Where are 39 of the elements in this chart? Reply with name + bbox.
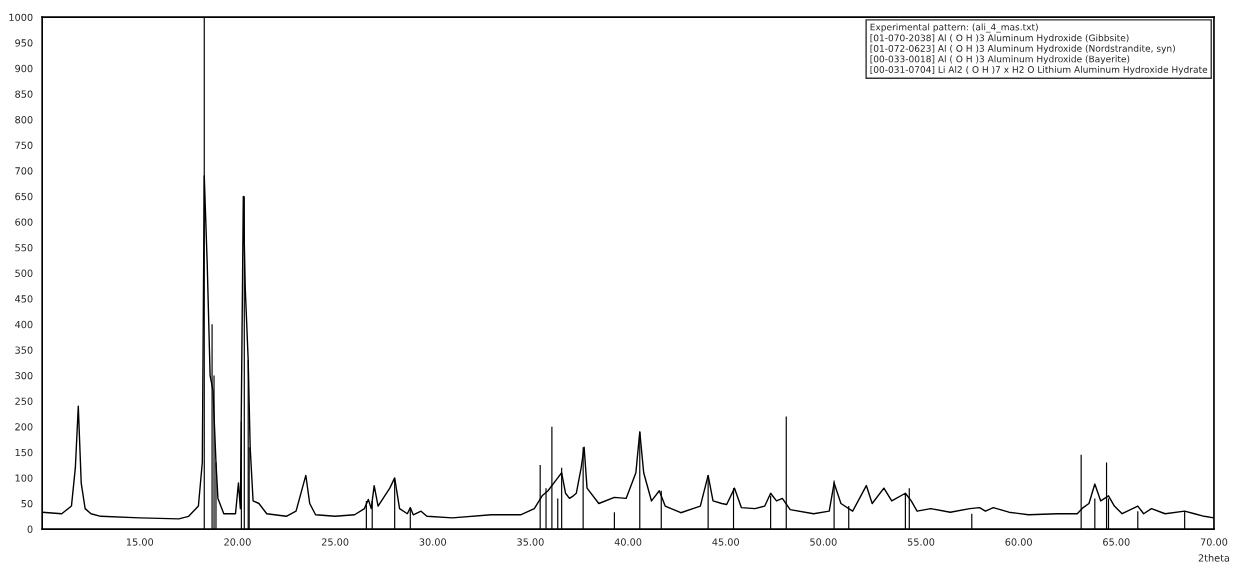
annotation: [01-072-0623] Al ( O H )3 Aluminum Hydroxide (Nordstrandite, syn)	[870, 44, 1175, 54]
y-tick-label: 750	[15, 141, 33, 149]
x-tick-label: 40.00	[614, 538, 642, 546]
x-tick-label: 55.00	[907, 538, 935, 546]
x-tick-label: 50.00	[810, 538, 837, 546]
y-tick-label: 350	[15, 346, 33, 354]
x-tick-label: 15.00	[126, 538, 154, 546]
y-tick-label: 850	[15, 90, 33, 98]
text: Experimental pattern: (ali_4_mas.txt)	[870, 23, 1038, 33]
x-tick-label: 30.00	[419, 538, 447, 546]
y-tick-label: 950	[15, 39, 33, 47]
annotation: [00-033-0018] Al ( O H )3 Aluminum Hydroxide (Bayerite)	[870, 55, 1130, 65]
y-tick-label: 1000	[9, 13, 33, 21]
x-tick-label: 45.00	[712, 538, 739, 546]
x-tick-label: 65.00	[1103, 538, 1130, 546]
x-axis-title: 2theta	[1198, 554, 1230, 562]
y-tick-label: 500	[15, 269, 33, 277]
y-tick-label: 450	[15, 295, 33, 303]
y-tick-label: 100	[15, 474, 33, 482]
y-tick-label: 700	[15, 167, 33, 175]
y-tick-label: 650	[15, 192, 33, 201]
annotation: [01-070-2038] Al ( O H )3 Aluminum Hydroxide (Gibbsite)	[870, 34, 1129, 44]
y-tick-label: 550	[15, 244, 33, 252]
y-tick-label: 900	[15, 64, 33, 73]
x-tick-label: 60.00	[1005, 538, 1032, 546]
y-tick-label: 200	[15, 423, 33, 431]
y-tick-label: 600	[15, 218, 33, 226]
y-tick-label: 800	[15, 116, 33, 124]
x-tick-label: 35.00	[517, 538, 544, 546]
y-tick-label: 50	[21, 499, 33, 508]
y-tick-label: 400	[15, 320, 33, 329]
y-tick-label: 150	[15, 448, 33, 457]
x-tick-label: 25.00	[321, 538, 349, 546]
y-tick-label: 0	[27, 525, 33, 533]
x-tick-label: 70.00	[1200, 538, 1228, 546]
y-tick-label: 250	[15, 397, 33, 405]
annotation: [00-031-0704] Li Al2 ( O H )7 x H2 O Lithium Aluminum Hydroxide Hydrate	[870, 65, 1208, 75]
x-tick-label: 20.00	[224, 538, 251, 546]
y-tick-label: 300	[15, 372, 33, 380]
